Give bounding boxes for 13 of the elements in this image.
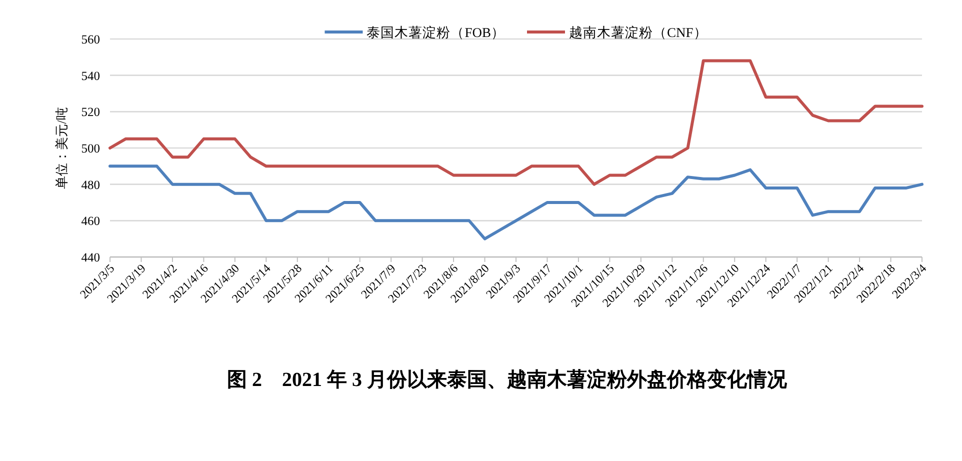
y-tick-label: 540 <box>81 68 100 83</box>
legend-label: 泰国木薯淀粉（FOB） <box>366 25 505 40</box>
y-axis-title: 单位：美元/吨 <box>54 107 69 189</box>
line-series <box>108 164 924 240</box>
line-series <box>108 59 924 186</box>
text: 图 2 2021 年 3 月份以来泰国、越南木薯淀粉外盘价格变化情况 <box>227 368 788 391</box>
y-tick-label: 480 <box>81 178 100 192</box>
y-tick-label: 460 <box>81 214 100 228</box>
y-tick-label: 500 <box>81 142 100 156</box>
y-tick-label: 440 <box>81 250 100 264</box>
y-tick-label: 560 <box>81 32 100 46</box>
y-tick-label: 520 <box>81 105 100 120</box>
legend-label: 越南木薯淀粉（CNF） <box>569 25 708 40</box>
